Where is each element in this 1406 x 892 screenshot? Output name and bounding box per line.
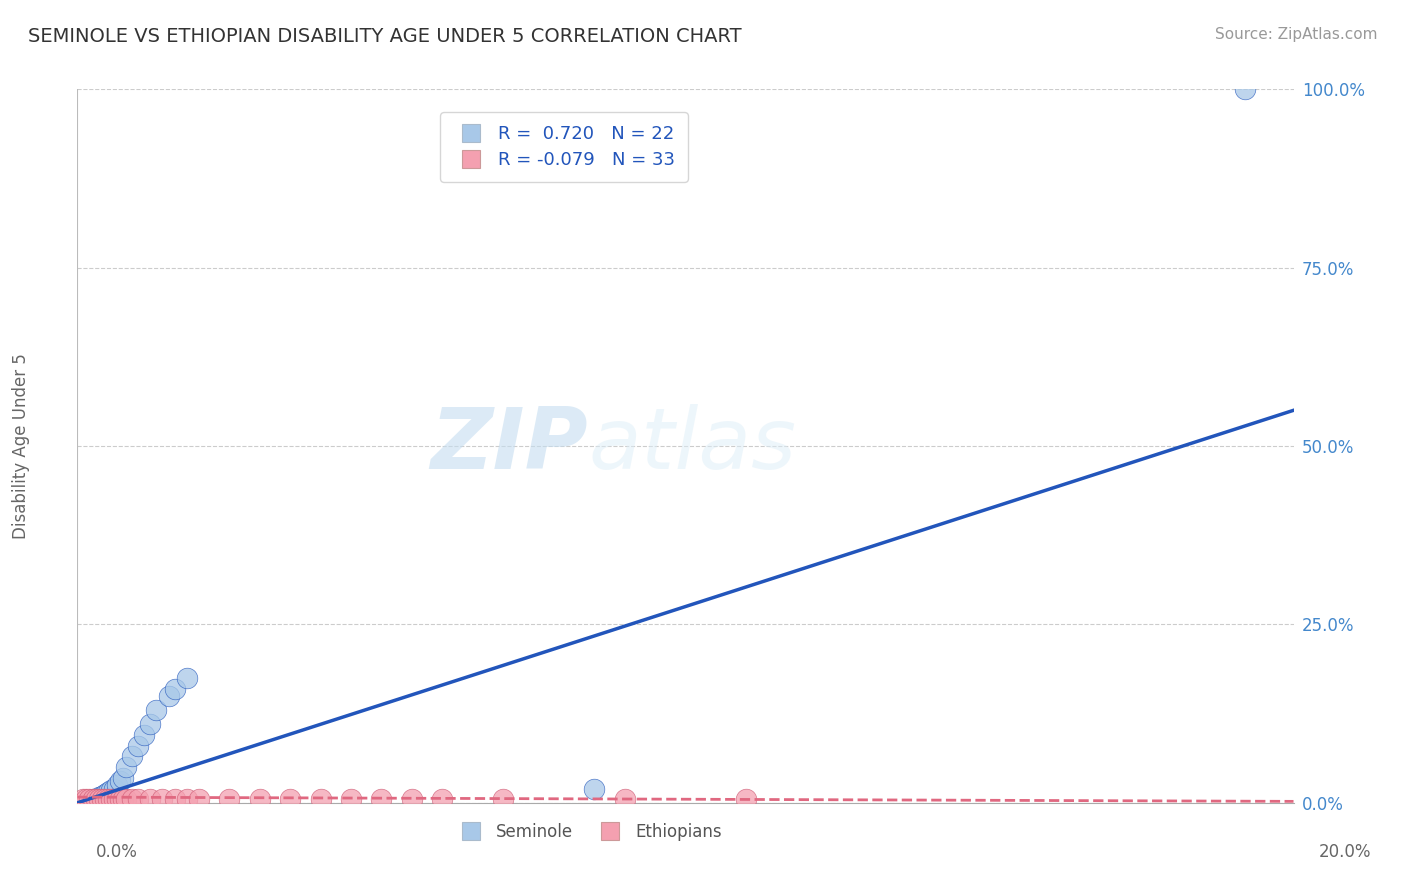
Point [139,792,162,806]
Point [249,792,271,806]
Point [111,771,134,785]
Point [84,792,107,806]
Point [115,792,138,806]
Text: atlas: atlas [588,404,796,488]
Point [176,671,198,685]
Point [100,792,122,806]
Point [127,739,149,753]
Point [75,792,97,806]
Point [583,781,606,796]
Point [87,790,110,805]
Point [72,792,94,806]
Point [108,792,131,806]
Text: Source: ZipAtlas.com: Source: ZipAtlas.com [1215,27,1378,42]
Point [340,792,363,806]
Point [97,785,120,799]
Point [139,717,162,731]
Point [309,792,332,806]
Point [370,792,392,806]
Point [93,787,115,801]
Point [111,792,134,806]
Point [492,792,515,806]
Point [121,792,143,806]
Point [82,792,104,806]
Point [127,792,149,806]
Point [97,792,120,806]
Point [157,689,180,703]
Point [84,792,107,806]
Point [93,792,115,806]
Point [401,792,423,806]
Point [613,792,636,806]
Legend: Seminole, Ethiopians: Seminole, Ethiopians [449,817,728,848]
Text: 0.0%: 0.0% [96,843,138,861]
Point [90,792,112,806]
Point [1233,82,1256,96]
Point [134,728,156,742]
Point [278,792,301,806]
Text: SEMINOLE VS ETHIOPIAN DISABILITY AGE UNDER 5 CORRELATION CHART: SEMINOLE VS ETHIOPIAN DISABILITY AGE UND… [28,27,742,45]
Text: ZIP: ZIP [430,404,588,488]
Point [430,792,453,806]
Point [82,792,104,806]
Point [163,792,186,806]
Point [105,792,128,806]
Point [735,792,758,806]
Point [103,781,125,796]
Point [218,792,240,806]
Point [105,778,128,792]
Point [188,792,211,806]
Point [176,792,198,806]
Point [115,760,138,774]
Point [90,789,112,803]
Point [145,703,167,717]
Point [103,792,125,806]
Point [163,681,186,696]
Point [87,792,110,806]
Point [79,792,101,806]
Point [108,774,131,789]
Text: Disability Age Under 5: Disability Age Under 5 [13,353,30,539]
Point [100,783,122,797]
Point [152,792,174,806]
Text: 20.0%: 20.0% [1319,843,1371,861]
Point [121,749,143,764]
